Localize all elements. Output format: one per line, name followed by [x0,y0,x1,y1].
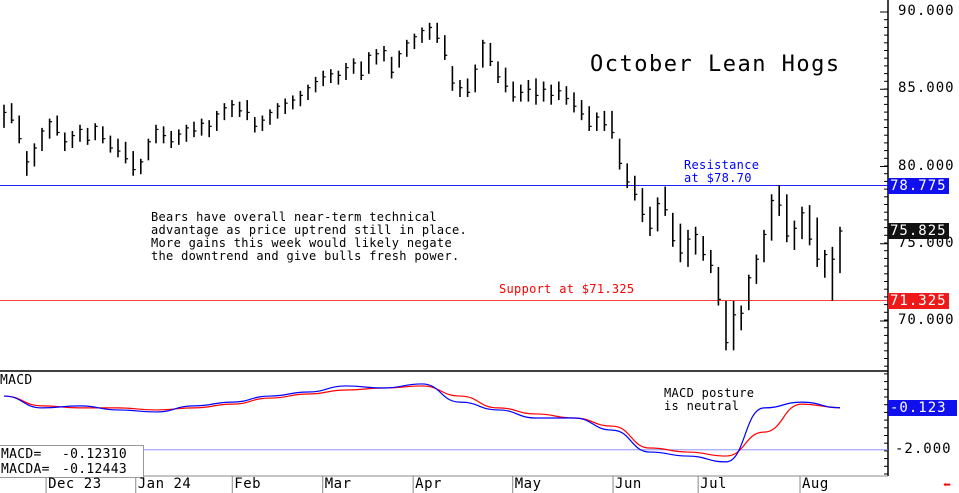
date-tick-label: May [514,476,542,492]
macd-readout-label: MACD= [1,447,42,462]
commentary-line: the downtrend and give bulls fresh power… [151,249,460,263]
support-price-tag: 71.325 [888,293,949,309]
commentary-line: More gains this week would likely negate [151,236,452,250]
macd-last-tag: -0.123 [888,400,957,416]
macd-signal-line [3,385,841,457]
date-tick-label: Jun [615,476,642,492]
date-tick-label: Mar [324,476,352,492]
scroll-left-arrow-icon[interactable]: ⬅ [943,478,951,493]
date-tick-label: Aug [802,476,829,492]
macd-line [3,383,841,463]
price-tick-label: 90.000 [898,3,955,19]
resistance-label-1: Resistance [684,158,760,172]
resistance-price-tag: 78.775 [888,178,949,194]
macd-annotation: MACD posture [664,386,755,400]
chart-title: October Lean Hogs [590,52,841,77]
resistance-label-2: at $78.70 [684,171,752,185]
date-tick-label: Feb [234,476,262,492]
macda-readout-value: -0.12443 [62,462,128,477]
date-tick-label: Apr [415,476,442,492]
macd-readout-box: MACD= -0.12310 MACDA= -0.12443 [0,445,144,478]
date-tick-label: Dec 23 [48,476,102,492]
commentary-line: Bears have overall near-term technical [151,210,437,224]
macd-annotation: is neutral [664,399,740,413]
date-tick-label: Jan 24 [137,476,192,492]
macd-title: MACD [0,373,33,388]
commentary-line: advantage as price uptrend still in plac… [151,223,468,237]
macd-axis-tick: -2.000 [895,441,952,457]
price-tick-label: 85.000 [898,80,955,97]
macda-readout-label: MACDA= [1,462,50,477]
macd-readout-value: -0.12310 [62,447,128,462]
last-price-tag: 75.825 [888,223,949,239]
price-tick-label: 70.000 [898,312,955,328]
price-tick-label: 80.000 [898,157,955,174]
date-tick-label: Jul [700,476,727,492]
support-label: Support at $71.325 [499,282,635,296]
